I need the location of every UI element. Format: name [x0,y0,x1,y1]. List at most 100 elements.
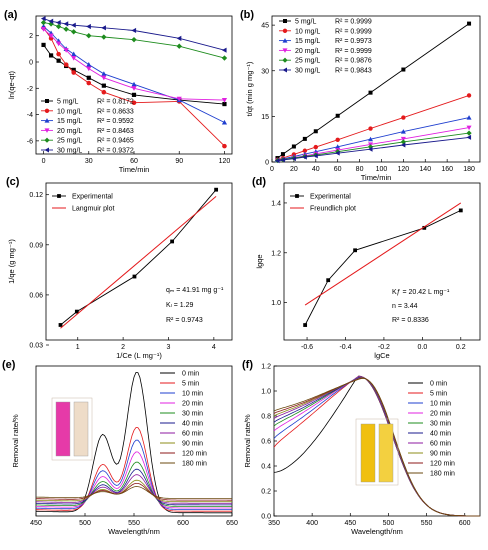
spectrum-120-min [35,482,232,501]
panel-label: (f) [242,359,253,371]
data-point [63,26,69,32]
legend-label: 120 min [430,461,455,468]
legend-label: 120 min [182,451,207,458]
legend-label: 10 mg/L [295,28,320,35]
spectrum-line [35,479,232,503]
series-line [43,44,225,105]
data-point [422,225,427,230]
series-line [43,28,225,101]
legend-entry: 10 mg/L R² = 0.9999 [279,28,372,35]
data-point [400,129,406,134]
panel-label: (c) [6,176,20,188]
data-point [221,119,228,125]
data-point [131,92,137,97]
data-point [131,27,137,34]
y-tick-label: 1.2 [271,250,281,257]
spectrum-line [36,427,232,512]
x-tick-label: 80 [356,166,364,173]
legend-label: 25 mg/L [57,138,82,145]
data-point [466,134,472,140]
x-tick-label: 500 [79,520,91,527]
x-tick-label: 550 [128,520,140,527]
spectrum-line [273,377,480,517]
legend-marker [282,57,288,63]
x-tick-label: 120 [219,158,231,165]
data-point [48,21,54,27]
legend-r2: R² = 0.9999 [335,28,372,35]
x-axis-label: Time/min [119,165,150,174]
legend-label: 15 mg/L [295,38,320,45]
x-tick-label: 0.0 [417,344,427,351]
data-point [466,115,472,120]
data-point [101,25,106,31]
y-axis-label: ln(qe-qt) [7,71,16,99]
data-point [71,51,77,57]
legend-marker [283,19,287,23]
plot-frame [283,182,481,341]
spectrum-line [35,451,232,509]
data-point [222,143,227,149]
data-point [101,71,107,76]
y-tick-label: 0.4 [261,464,271,471]
y-tick-label: -4 [27,112,33,119]
legend-marker [282,67,287,73]
data-point [101,83,106,88]
data-point [466,130,472,136]
x-tick-label: 3 [167,344,171,351]
y-axis-label: 1/qe (g mg⁻¹) [7,239,16,284]
x-tick-label: 350 [268,520,280,527]
x-tick-label: 40 [312,166,320,173]
data-point [131,86,137,91]
series-15-mg-L [40,23,228,125]
data-point [48,18,54,24]
y-tick-label: -2 [27,86,33,93]
panel-e: 450 500 550 600 650 Wavelength/nm Removal rate… [2,359,238,536]
fit-annotation: Kƒ = 20.42 L mg⁻¹ [392,289,450,296]
series-line [43,18,225,51]
legend-label: 40 min [182,421,203,428]
data-point [71,55,77,61]
legend-label: 20 min [430,411,451,418]
data-point [63,62,69,67]
legend-entry: 25 mg/L R² = 0.9465 [41,137,134,145]
spectrum-line [36,468,232,506]
data-point [74,309,79,314]
x-tick-label: 450 [344,520,356,527]
data-point [40,16,46,22]
data-point [222,101,227,107]
legend-label: 5 min [430,391,447,398]
data-point [353,248,357,253]
data-point [101,75,107,81]
data-point [335,113,340,118]
legend-label: 90 min [430,451,451,458]
x-tick-label: 60 [130,158,138,165]
legend-label: 30 mg/L [57,148,82,155]
data-point [71,22,76,28]
series-line [43,22,225,59]
legend-label: 5 min [182,381,199,388]
spectrum-30-min [35,461,232,507]
photo-inset [51,397,93,461]
data-point [302,136,307,141]
spectrum-180-min [273,377,480,517]
data-point [56,19,61,26]
x-axis-label: Time/min [361,173,392,182]
y-tick-label: 15 [261,114,269,121]
legend-r2: R² = 0.9843 [335,68,372,75]
data-point [170,239,175,244]
legend-label: 30 mg/L [295,68,320,75]
data-point [86,66,92,72]
data-point [368,136,374,142]
data-point [467,21,472,26]
x-tick-label: 0 [270,166,274,173]
data-point [214,187,219,192]
legend-r2: R² = 0.9999 [335,48,372,55]
x-tick-label: -0.4 [339,344,351,351]
data-point [48,33,54,39]
legend-marker [44,108,50,114]
legend-label: 60 min [430,441,451,448]
panel-f: 350 400 450 500 550 600 0.0 0.2 0.4 0.6 0.8 1.0 1.2 W… [242,359,481,536]
legend-r2: R² = 0.9592 [97,118,134,125]
data-point [367,144,374,150]
legend-entry: 5 mg/L R² = 0.8172 [41,99,134,106]
